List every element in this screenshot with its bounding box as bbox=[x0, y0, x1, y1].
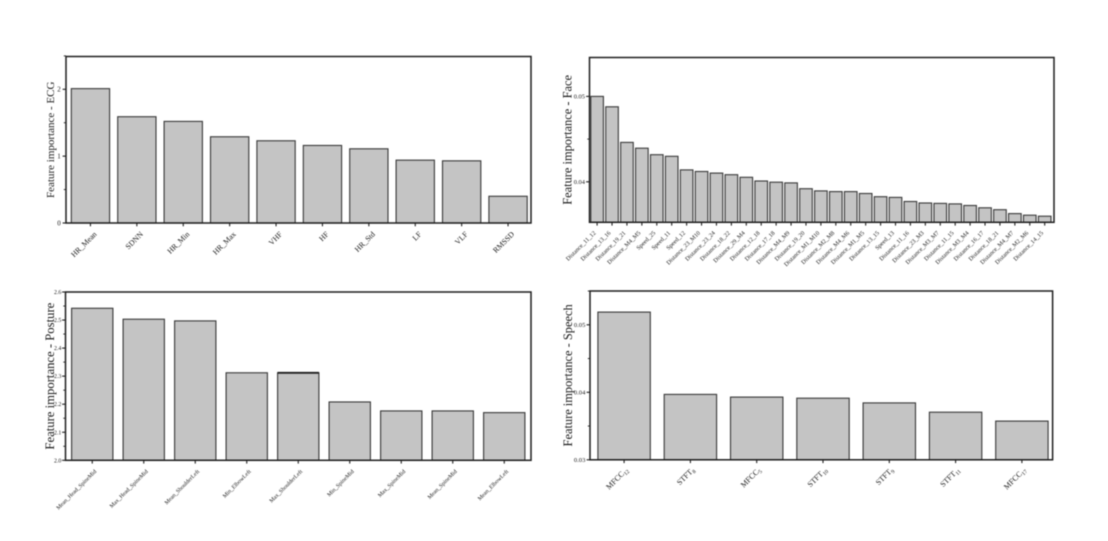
svg-text:Max_SpineMid: Max_SpineMid bbox=[377, 469, 407, 499]
svg-text:MFCC12: MFCC12 bbox=[604, 465, 631, 492]
svg-text:HR_Min: HR_Min bbox=[165, 230, 191, 256]
svg-text:0.04: 0.04 bbox=[574, 179, 586, 186]
svg-text:2.6: 2.6 bbox=[54, 290, 61, 296]
svg-text:HR_Max: HR_Max bbox=[211, 230, 238, 257]
svg-text:0: 0 bbox=[57, 219, 61, 227]
svg-text:STFT11: STFT11 bbox=[938, 465, 963, 490]
svg-text:STFT9: STFT9 bbox=[874, 465, 897, 488]
svg-text:0.05: 0.05 bbox=[574, 94, 585, 101]
svg-text:MFCC17: MFCC17 bbox=[1002, 465, 1029, 492]
svg-text:Min_ElbowLeft: Min_ElbowLeft bbox=[221, 468, 253, 500]
svg-text:2.5: 2.5 bbox=[54, 318, 61, 324]
svg-text:HR_Std: HR_Std bbox=[353, 230, 377, 254]
svg-text:Feature importance - ECG: Feature importance - ECG bbox=[45, 82, 57, 198]
svg-text:Feature importance - Posture: Feature importance - Posture bbox=[43, 302, 57, 449]
svg-text:Mean_ElbowLeft: Mean_ElbowLeft bbox=[476, 468, 510, 502]
svg-text:Mean_Head_SpineMid: Mean_Head_SpineMid bbox=[56, 469, 99, 512]
svg-text:2.0: 2.0 bbox=[54, 458, 61, 464]
svg-text:Min_SpineMid: Min_SpineMid bbox=[326, 469, 355, 498]
svg-text:0.04: 0.04 bbox=[574, 390, 586, 397]
svg-text:1: 1 bbox=[57, 153, 61, 161]
svg-text:HR_Mean: HR_Mean bbox=[69, 230, 98, 259]
svg-text:Feature importance - Speech: Feature importance - Speech bbox=[561, 304, 575, 447]
svg-text:0.03: 0.03 bbox=[574, 457, 586, 464]
svg-text:MFCC5: MFCC5 bbox=[739, 465, 764, 490]
svg-text:STFT8: STFT8 bbox=[675, 465, 698, 488]
svg-text:RMSSD: RMSSD bbox=[491, 229, 516, 254]
svg-text:2.4: 2.4 bbox=[54, 346, 61, 352]
svg-text:2.1: 2.1 bbox=[54, 430, 61, 436]
svg-text:0.05: 0.05 bbox=[574, 322, 586, 329]
svg-text:SDNN: SDNN bbox=[124, 229, 146, 251]
svg-text:Mean_SpineMid: Mean_SpineMid bbox=[427, 469, 459, 501]
svg-text:LF: LF bbox=[411, 229, 424, 242]
svg-text:VHF: VHF bbox=[267, 229, 285, 247]
svg-text:HF: HF bbox=[317, 229, 331, 243]
svg-text:VLF: VLF bbox=[453, 229, 470, 246]
svg-text:Mean_ShoulderLeft: Mean_ShoulderLeft bbox=[163, 468, 201, 506]
svg-text:Max_ShoulderLeft: Max_ShoulderLeft bbox=[268, 468, 304, 504]
svg-text:2.2: 2.2 bbox=[54, 402, 61, 408]
svg-text:2.3: 2.3 bbox=[54, 374, 61, 380]
svg-text:Feature importance - Face: Feature importance - Face bbox=[561, 75, 575, 205]
svg-text:STFT10: STFT10 bbox=[806, 465, 831, 490]
svg-text:2: 2 bbox=[57, 86, 61, 94]
svg-text:Max_Head_SpineMid: Max_Head_SpineMid bbox=[109, 469, 150, 510]
